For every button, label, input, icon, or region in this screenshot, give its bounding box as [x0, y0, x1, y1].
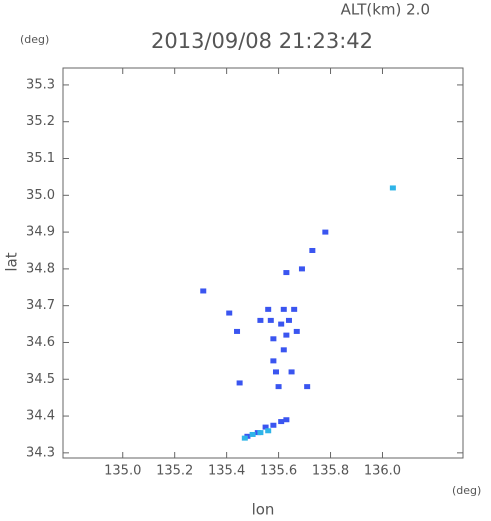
echo-point: [226, 310, 233, 316]
annotation: ALT(km) 2.0: [341, 1, 430, 19]
x-label: lon: [252, 501, 275, 519]
echo-point: [298, 266, 305, 272]
y-tick-label: 35.1: [26, 151, 55, 166]
x-unit: (deg): [452, 484, 481, 497]
echo-point: [262, 424, 269, 430]
y-label: lat: [3, 252, 21, 271]
chart-title: 2013/09/08 21:23:42: [151, 29, 373, 53]
echo-point: [236, 380, 243, 386]
echo-point: [304, 384, 311, 390]
y-tick-label: 34.9: [26, 225, 55, 240]
y-tick-label: 35.2: [26, 114, 55, 129]
echo-point: [234, 328, 241, 334]
echo-point: [278, 321, 285, 327]
echo-point: [270, 336, 277, 342]
echo-point: [278, 419, 285, 425]
x-tick-label: 135.0: [104, 464, 141, 479]
echo-point: [283, 270, 290, 276]
echo-point: [270, 422, 277, 428]
echo-point: [272, 369, 279, 375]
echo-point: [288, 369, 295, 375]
echo-point: [389, 185, 396, 191]
echo-point: [265, 428, 272, 434]
x-tick-label: 135.2: [156, 464, 193, 479]
echo-point: [241, 435, 248, 441]
y-tick-label: 34.3: [26, 445, 55, 460]
y-tick-label: 35.0: [26, 188, 55, 203]
echo-point: [265, 306, 272, 312]
echo-point: [280, 347, 287, 353]
echo-point: [309, 247, 316, 253]
x-tick-label: 135.6: [260, 464, 297, 479]
y-tick-label: 34.6: [26, 335, 55, 350]
echo-point: [257, 430, 264, 436]
echo-point: [293, 328, 300, 334]
y-tick-label: 34.5: [26, 372, 55, 387]
x-tick-label: 135.8: [312, 464, 349, 479]
y-tick-label: 34.8: [26, 261, 55, 276]
y-unit: (deg): [20, 33, 49, 46]
echo-point: [285, 317, 292, 323]
y-tick-label: 35.3: [26, 77, 55, 92]
y-tick-label: 34.7: [26, 298, 55, 313]
echo-point: [283, 417, 290, 423]
echo-point: [270, 358, 277, 364]
echo-point: [280, 306, 287, 312]
x-tick-label: 135.4: [208, 464, 245, 479]
echo-point: [257, 317, 264, 323]
echo-point: [291, 306, 298, 312]
plot-frame: [62, 67, 464, 459]
x-tick-label: 136.0: [364, 464, 401, 479]
echo-point: [275, 384, 282, 390]
echo-point: [322, 229, 329, 235]
echo-point: [283, 332, 290, 338]
echo-point: [267, 317, 274, 323]
y-tick-label: 34.4: [26, 409, 55, 424]
echo-point: [200, 288, 207, 294]
echo-point: [249, 431, 256, 437]
